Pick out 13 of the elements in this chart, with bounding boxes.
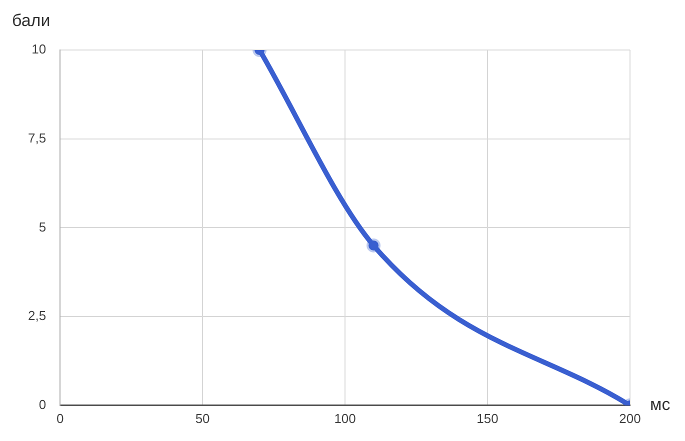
y-tick-label: 0 [38,396,46,412]
x-tick-label: 0 [56,410,64,426]
y-axis-title: бали [12,11,50,30]
x-axis-title: мс [650,395,671,414]
y-tick-label: 2,5 [28,308,46,324]
x-tick-label: 200 [619,410,641,426]
y-tick-label: 5 [38,219,46,234]
x-tick-label: 150 [476,410,498,426]
point [366,238,381,252]
y-tick-label: 10 [32,42,46,57]
x-tick-label: 100 [334,410,356,426]
x-tick-label: 50 [195,410,210,426]
y-tick-label: 7,5 [28,130,46,146]
